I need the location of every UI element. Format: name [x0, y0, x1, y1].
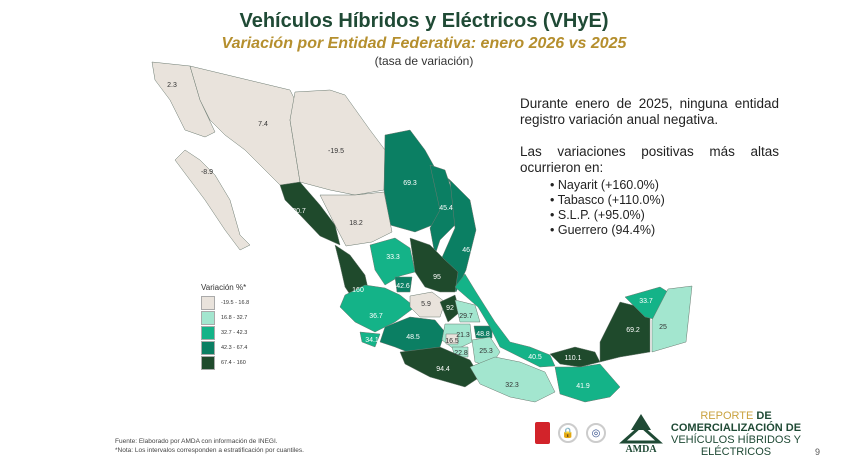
state-value-label: 80.7 [292, 208, 306, 215]
page-number: 9 [815, 447, 821, 457]
state-value-label: 22.8 [454, 350, 468, 357]
list-item: Guerrero (94.4%) [550, 223, 779, 238]
state-value-label: 95 [433, 274, 441, 281]
great-place-to-work-badge [535, 422, 550, 444]
state-region [409, 237, 459, 293]
state-region [369, 237, 416, 286]
state-region [473, 325, 493, 339]
state-value-label: 94.4 [436, 366, 450, 373]
circle-badge-icon: ◎ [586, 423, 606, 443]
state-region [599, 301, 651, 363]
state-region [399, 346, 481, 388]
state-value-label: 7.4 [258, 121, 268, 128]
summary-panel: Durante enero de 2025, ninguna entidad r… [520, 96, 779, 238]
legend-swatch [201, 355, 215, 370]
certification-badges: 🔒 ◎ [535, 422, 606, 444]
legend-swatch [201, 325, 215, 340]
unit-note: (tasa de variación) [374, 54, 474, 68]
state-value-label: 25.3 [479, 348, 493, 355]
legend-label: 67.4 - 160 [221, 359, 246, 366]
legend-item: 16.8 - 32.7 [201, 310, 249, 325]
method-note: *Nota: Los intervalos corresponden a est… [115, 447, 304, 454]
legend-label: -19.5 - 16.8 [221, 299, 250, 306]
report-line-4: ELÉCTRICOS [700, 446, 772, 458]
state-value-label: 45.4 [439, 205, 453, 212]
state-value-label: 110.1 [565, 355, 582, 362]
state-region [469, 356, 556, 403]
legend-swatch [201, 295, 215, 310]
legend-item: 67.4 - 160 [201, 355, 249, 370]
state-value-label: 25 [659, 324, 667, 331]
state-value-label: 40.5 [528, 354, 542, 361]
state-region [429, 164, 456, 256]
state-value-label: -8.9 [201, 169, 213, 176]
list-item: Tabasco (+110.0%) [550, 193, 779, 208]
legend-item: 42.3 - 67.4 [201, 340, 249, 355]
report-title: REPORTE DE COMERCIALIZACIÓN DE VEHÍCULOS… [668, 410, 804, 458]
footer-notes: Fuente: Elaborado por AMDA con informaci… [115, 437, 304, 455]
state-region [394, 276, 413, 293]
state-region [174, 149, 251, 251]
page-title: Vehículos Híbridos y Eléctricos (VHyE) [239, 10, 609, 32]
state-value-label: 18.2 [349, 220, 363, 227]
state-region [651, 285, 693, 353]
state-region [359, 331, 381, 348]
state-value-label: 41.9 [576, 383, 590, 390]
state-region [454, 273, 556, 368]
state-value-label: 160 [352, 287, 364, 294]
state-value-label: 34.1 [365, 337, 379, 344]
state-value-label: 29.7 [459, 313, 473, 320]
state-value-label: 46.1 [462, 247, 476, 254]
list-item: S.L.P. (+95.0%) [550, 208, 779, 223]
map-legend: Variación %* -19.5 - 16.8 16.8 - 32.7 32.7… [201, 283, 249, 370]
state-region [339, 284, 416, 333]
state-value-label: 21.3 [456, 332, 470, 339]
legend-title: Variación %* [201, 283, 247, 292]
state-value-label: -19.5 [328, 148, 344, 155]
list-item: Nayarit (+160.0%) [550, 178, 779, 193]
report-line-2: COMERCIALIZACIÓN DE [670, 422, 802, 434]
state-region [319, 191, 393, 247]
legend-swatch [201, 340, 215, 355]
state-value-label: 32.3 [505, 382, 519, 389]
state-value-label: 48.8 [476, 331, 490, 338]
legend-label: 42.3 - 67.4 [221, 344, 248, 351]
report-line-3: VEHÍCULOS HÍBRIDOS Y [671, 434, 801, 446]
state-value-label: 16.5 [445, 338, 459, 345]
state-value-label: 69.2 [626, 327, 640, 334]
source-note: Fuente: Elaborado por AMDA con informaci… [115, 438, 278, 445]
state-region [554, 363, 621, 403]
state-value-label: 5.9 [421, 301, 431, 308]
logo-text: AMDA [625, 444, 657, 454]
state-value-label: 48.5 [406, 334, 420, 341]
report-word: REPORTE [700, 410, 754, 422]
lock-badge-icon: 🔒 [558, 423, 578, 443]
state-region [454, 299, 481, 323]
state-region [279, 181, 341, 246]
top-states-list: Nayarit (+160.0%) Tabasco (+110.0%) S.L.… [550, 178, 779, 238]
state-value-label: 42.6 [396, 283, 410, 290]
legend-label: 16.8 - 32.7 [221, 314, 248, 321]
legend-label: 32.7 - 42.3 [221, 329, 248, 336]
state-region [409, 291, 446, 318]
state-value-label: 92 [446, 305, 454, 312]
legend-item: 32.7 - 42.3 [201, 325, 249, 340]
report-de: DE [756, 410, 772, 422]
legend-item: -19.5 - 16.8 [201, 295, 249, 310]
amda-logo: AMDA [619, 414, 663, 454]
page-subtitle: Variación por Entidad Federativa: enero … [221, 35, 627, 52]
state-value-label: 33.7 [639, 298, 653, 305]
summary-paragraph-2: Las variaciones positivas más altas ocur… [520, 144, 779, 175]
state-value-label: 36.7 [369, 313, 383, 320]
state-value-label: 2.3 [167, 82, 177, 89]
legend-swatch [201, 310, 215, 325]
summary-paragraph-1: Durante enero de 2025, ninguna entidad r… [520, 96, 779, 127]
state-value-label: 69.3 [403, 180, 417, 187]
state-value-label: 33.3 [386, 254, 400, 261]
state-region [445, 333, 459, 345]
state-region [289, 89, 386, 196]
